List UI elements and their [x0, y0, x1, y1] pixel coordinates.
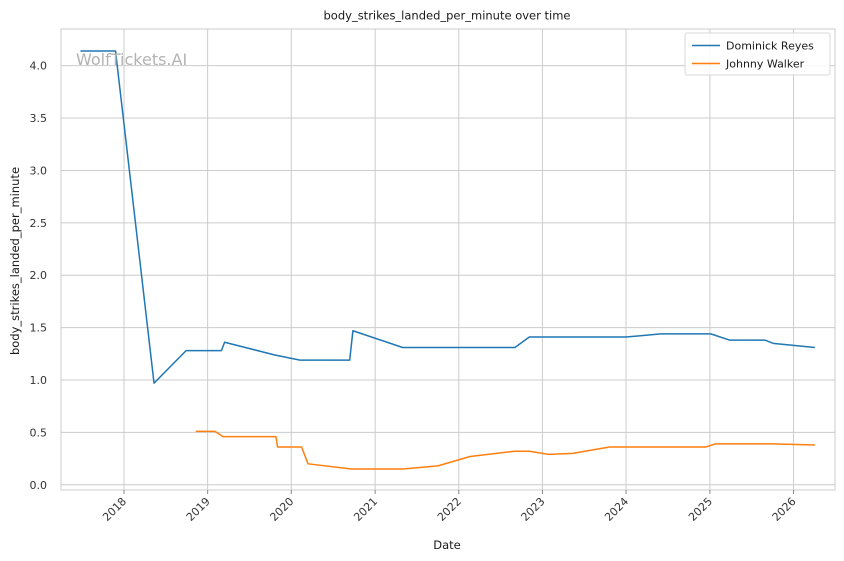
y-tick-label: 3.0 [30, 164, 48, 177]
x-axis-title: Date [433, 538, 461, 552]
y-tick-label: 0.5 [30, 426, 48, 439]
y-tick-label: 4.0 [30, 60, 48, 73]
y-tick-label: 1.5 [30, 322, 48, 335]
y-axis-title: body_strikes_landed_per_minute [8, 167, 22, 355]
plot-frame [60, 28, 836, 491]
legend-label-johnny-walker: Johnny Walker [725, 58, 805, 71]
y-tick-label: 2.5 [30, 217, 48, 230]
legend-box [684, 32, 831, 76]
gridlines [61, 29, 835, 490]
series-line-johnny-walker [195, 430, 815, 470]
y-tick-label: 2.0 [30, 269, 48, 282]
chart-title: body_strikes_landed_per_minute over time [324, 9, 571, 23]
y-tick-label: 3.5 [30, 112, 48, 125]
legend-label-dominick-reyes: Dominick Reyes [726, 40, 814, 53]
legend: Dominick Reyes Johnny Walker [684, 32, 831, 76]
plot-background [61, 29, 835, 490]
y-tick-label: 0.0 [30, 479, 48, 492]
series-lines [80, 50, 815, 470]
y-axis: 0.0 0.5 1.0 1.5 2.0 2.5 3.0 3.5 4.0 [30, 60, 48, 492]
watermark-text: WolfTickets.AI [76, 50, 187, 69]
y-tick-label: 1.0 [30, 374, 48, 387]
plot-area [60, 28, 836, 491]
series-line-dominick-reyes [80, 50, 815, 384]
